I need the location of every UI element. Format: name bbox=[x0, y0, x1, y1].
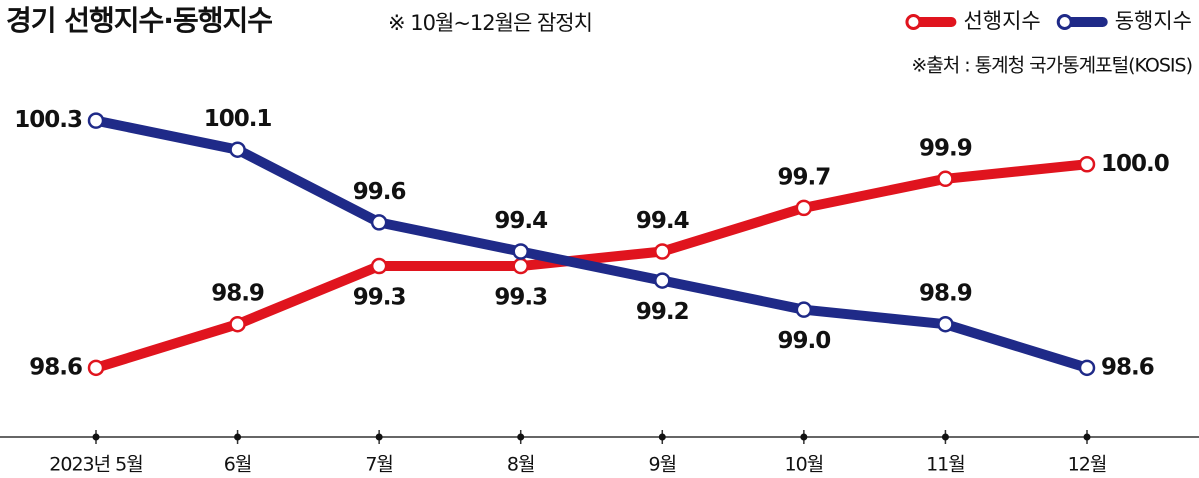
x-tick-label: 11월 bbox=[926, 454, 965, 476]
series-line bbox=[94, 159, 1088, 373]
value-label: 100.1 bbox=[204, 106, 272, 132]
x-tick-label: 7월 bbox=[365, 454, 393, 476]
value-label: 98.6 bbox=[1101, 354, 1154, 380]
x-tick-label: 9월 bbox=[648, 454, 676, 476]
value-label: 99.3 bbox=[494, 285, 547, 311]
value-label: 100.0 bbox=[1101, 151, 1169, 177]
x-tick-label: 10월 bbox=[785, 454, 824, 476]
point-marker bbox=[87, 112, 105, 129]
x-tick-dot bbox=[92, 433, 100, 441]
point-marker bbox=[654, 272, 671, 289]
x-tick-dot bbox=[800, 433, 808, 441]
point-marker bbox=[370, 257, 388, 275]
point-marker bbox=[512, 257, 529, 275]
x-tick-dot bbox=[234, 433, 242, 441]
value-label: 98.6 bbox=[29, 354, 82, 380]
value-label: 99.2 bbox=[636, 299, 689, 325]
value-label: 98.9 bbox=[211, 281, 264, 307]
point-marker bbox=[87, 359, 105, 377]
source-note: ※출처 : 통계청 국가통계포털(KOSIS) bbox=[911, 55, 1192, 77]
point-marker bbox=[937, 170, 954, 188]
legend-marker bbox=[1056, 14, 1073, 30]
value-label: 100.3 bbox=[14, 107, 82, 133]
x-tick-dot bbox=[941, 433, 949, 441]
point-marker bbox=[795, 301, 813, 318]
x-tick-label: 12월 bbox=[1068, 454, 1107, 476]
value-label: 99.4 bbox=[494, 208, 547, 234]
value-label: 98.9 bbox=[919, 281, 972, 307]
value-label: 99.6 bbox=[353, 179, 406, 205]
series-line bbox=[94, 115, 1089, 373]
x-tick-label: 6월 bbox=[224, 454, 252, 476]
point-marker bbox=[1078, 359, 1096, 377]
point-marker bbox=[654, 243, 671, 260]
value-label: 99.3 bbox=[353, 285, 406, 311]
x-tick-dot bbox=[1083, 433, 1091, 441]
value-label: 99.7 bbox=[777, 164, 830, 190]
x-tick-label: 8월 bbox=[507, 454, 535, 476]
x-tick-label: 2023년 5월 bbox=[49, 454, 142, 476]
x-tick-dot bbox=[517, 433, 525, 441]
point-marker bbox=[937, 315, 954, 333]
point-marker bbox=[1078, 156, 1096, 173]
legend-label: 선행지수 bbox=[963, 9, 1040, 33]
value-label: 99.4 bbox=[636, 208, 689, 234]
x-tick-dot bbox=[658, 433, 666, 441]
point-marker bbox=[370, 214, 388, 231]
chart-title: 경기 선행지수·동행지수 bbox=[6, 4, 272, 37]
chart-subtitle: ※ 10월~12월은 잠정치 bbox=[388, 11, 592, 35]
point-marker bbox=[795, 199, 813, 217]
legend-label: 동행지수 bbox=[1115, 9, 1192, 33]
point-marker bbox=[229, 315, 246, 333]
value-label: 99.0 bbox=[777, 328, 830, 354]
point-marker bbox=[229, 141, 246, 158]
x-tick-dot bbox=[375, 433, 383, 441]
legend-marker bbox=[905, 14, 922, 30]
value-label: 99.9 bbox=[919, 135, 972, 161]
point-marker bbox=[512, 243, 529, 260]
